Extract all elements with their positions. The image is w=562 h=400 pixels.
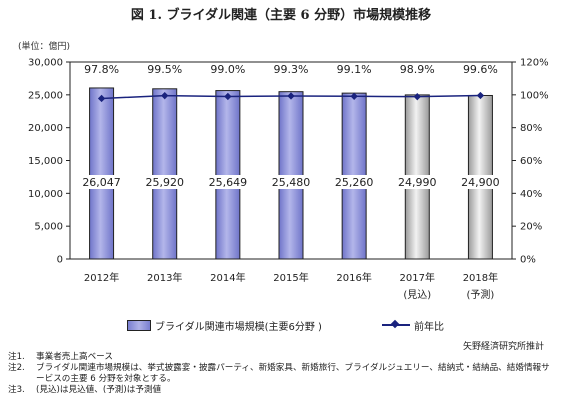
ratio-value-label: 99.1% (337, 63, 372, 76)
legend-bar-label: ブライダル関連市場規模(主要6分野 ) (155, 322, 322, 333)
y-left-tick-label: 15,000 (28, 156, 63, 167)
note-3: 注3. (見込)は見込値、(予測)は予測値 (8, 385, 556, 396)
bar-line-chart: 0 5,000 10,000 15,000 20,000 25,000 30,000 0% 20… (28, 58, 549, 302)
bar (89, 87, 115, 260)
x-tick-label: 2014年 (210, 271, 245, 284)
ratio-value-label: 99.3% (274, 63, 309, 76)
ratio-point (287, 92, 295, 100)
bar-value-label: 24,900 (461, 176, 500, 189)
bar-value-box (461, 175, 500, 189)
bar-value-label: 25,480 (272, 176, 311, 189)
note-1: 注1. 事業者売上高ベース (8, 352, 556, 363)
note-3-text: (見込)は見込値、(予測)は予測値 (36, 385, 162, 395)
ratio-value-label: 97.8% (84, 63, 119, 76)
note-1-text: 事業者売上高ベース (36, 352, 113, 362)
unit-label: (単位：億円) (18, 42, 71, 52)
legend-line-label: 前年比 (414, 322, 444, 333)
source-credit: 矢野経済研究所推計 (462, 342, 544, 352)
bar-value-box (335, 175, 374, 189)
y-right-tick-label: 0% (520, 255, 536, 266)
note-2-text: ブライダル関連市場規模は、挙式披露宴・披露パーティ、新婚家具、新婚旅行、ブライダ… (36, 363, 550, 384)
bar-value-label: 25,649 (209, 176, 248, 189)
bar-value-label: 24,990 (398, 176, 437, 189)
x-tick-label: 2018年 (463, 271, 498, 284)
bar-value-box (208, 175, 247, 189)
bar-value-label: 26,047 (82, 176, 121, 189)
y-left-tick-label: 10,000 (28, 189, 63, 200)
chart-title: 図 1. ブライダル関連（主要 6 分野）市場規模推移 (130, 8, 432, 23)
y-right-tick-label: 60% (520, 156, 542, 167)
notes: 注1. 事業者売上高ベース 注2. ブライダル関連市場規模は、挙式披露宴・披露パ… (8, 352, 556, 396)
ratio-value-label: 99.6% (463, 63, 498, 76)
ratio-point (224, 92, 232, 101)
bar-value-label: 25,260 (335, 176, 374, 189)
ratio-point (413, 92, 421, 101)
note-1-id: 注1. (8, 352, 25, 362)
y-right-tick-label: 40% (520, 189, 542, 200)
ratio-point (161, 91, 169, 100)
y-right-tick-label: 120% (520, 58, 549, 69)
y-right-tick-label: 20% (520, 222, 542, 233)
bar (152, 88, 178, 260)
bar-value-label: 25,920 (145, 176, 184, 189)
x-tick-label: 2017年 (400, 271, 435, 284)
x-tick-sublabel: (見込) (403, 289, 431, 301)
ratio-point (97, 94, 106, 103)
ratio-point (350, 92, 358, 100)
y-left-tick-label: 0 (57, 255, 63, 266)
ratio-value-label: 99.5% (147, 63, 182, 76)
y-left-tick-label: 5,000 (34, 222, 63, 233)
x-tick-label: 2015年 (273, 271, 308, 284)
x-tick-label: 2012年 (84, 271, 119, 284)
note-2: 注2. ブライダル関連市場規模は、挙式披露宴・披露パーティ、新婚家具、新婚旅行、… (8, 363, 556, 385)
legend: ブライダル関連市場規模(主要6分野 ) 前年比 (0, 318, 562, 333)
y-right-tick-label: 100% (520, 90, 549, 101)
note-2-id: 注2. (8, 363, 25, 373)
bar-value-box (145, 175, 184, 189)
x-tick-sublabel: (予測) (467, 288, 495, 301)
legend-bar-swatch (127, 320, 151, 331)
bar-value-box (398, 175, 437, 189)
bar-value-box (272, 175, 310, 189)
bar (215, 90, 241, 260)
note-3-id: 注3. (8, 385, 25, 395)
legend-line-marker (390, 319, 400, 329)
y-left-tick-label: 25,000 (28, 90, 63, 101)
x-tick-label: 2013年 (147, 271, 182, 284)
bar-value-box (82, 175, 121, 189)
y-right-tick-label: 80% (520, 123, 542, 134)
x-tick-label: 2016年 (336, 271, 371, 284)
y-left-tick-label: 20,000 (28, 123, 63, 134)
ratio-value-label: 98.9% (400, 63, 435, 76)
ratio-value-label: 99.0% (210, 63, 245, 76)
y-left-tick-label: 30,000 (28, 58, 63, 69)
